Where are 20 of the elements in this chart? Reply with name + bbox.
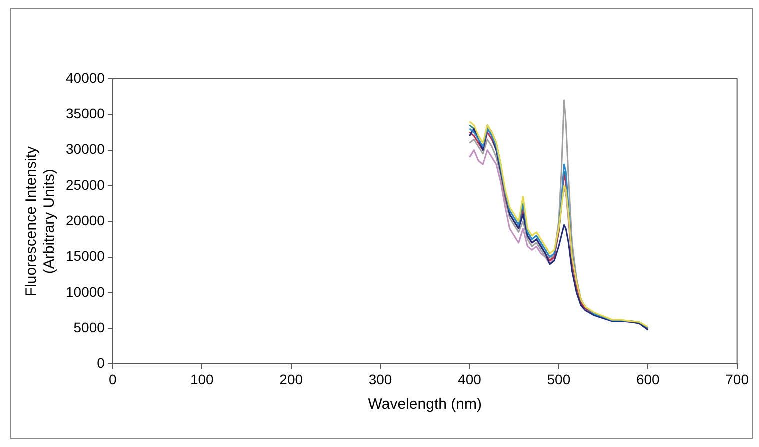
x-tick-label: 300 — [368, 371, 392, 388]
y-tick-label: 25000 — [66, 176, 106, 193]
y-tick-label: 15000 — [66, 248, 106, 264]
x-tick-label: 0 — [109, 371, 118, 388]
x-tick-label: 500 — [547, 371, 571, 388]
x-axis-title: Wavelength (nm) — [368, 396, 482, 414]
x-tick-label: 600 — [636, 371, 660, 388]
text: (Arbitrary Units) — [41, 169, 58, 274]
x-tick-label: 400 — [458, 371, 482, 388]
y-tick-label: 40000 — [66, 70, 106, 86]
y-tick-label: 10000 — [66, 284, 106, 300]
x-tick-label: 200 — [280, 371, 304, 388]
y-tick-label: 0 — [97, 355, 106, 372]
x-tick-label: 100 — [190, 371, 214, 388]
text: Fluorescence Intensity — [23, 146, 40, 297]
y-tick-label: 20000 — [66, 212, 106, 228]
y-tick-label: 30000 — [66, 141, 106, 158]
x-tick-label: 700 — [726, 371, 750, 388]
y-tick-label: 5000 — [74, 319, 106, 336]
y-tick-label: 35000 — [66, 106, 106, 122]
